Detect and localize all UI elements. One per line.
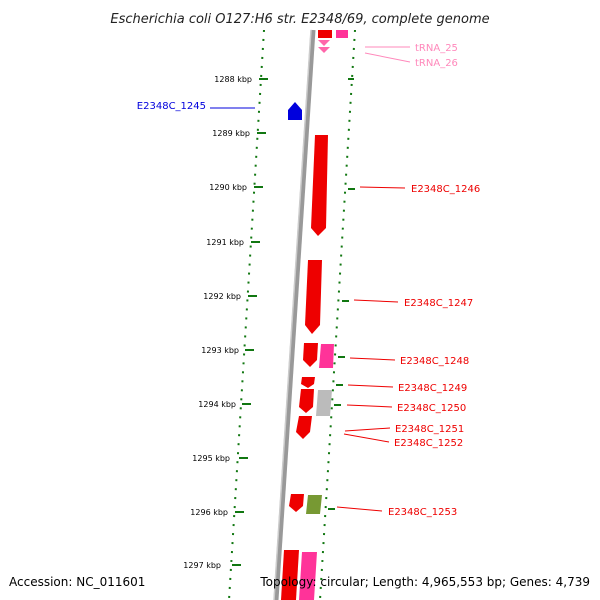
gene-e2348c-1248-trna[interactable] xyxy=(319,344,334,368)
ruler-ticks xyxy=(232,78,355,566)
tick-label-1296: 1296 kbp xyxy=(190,508,228,517)
tick-label-1297: 1297 kbp xyxy=(183,561,221,570)
tick-label-1295: 1295 kbp xyxy=(192,454,230,463)
gene-bottom-red[interactable] xyxy=(281,550,299,600)
label-e2348c-1248[interactable]: E2348C_1248 xyxy=(400,356,469,367)
label-leaders xyxy=(210,46,411,512)
gene-e2348c-1253[interactable] xyxy=(289,494,304,512)
label-e2348c-1249[interactable]: E2348C_1249 xyxy=(398,383,467,394)
feature-top-red xyxy=(318,30,332,38)
label-e2348c-1246[interactable]: E2348C_1246 xyxy=(411,184,480,195)
tick-label-1291: 1291 kbp xyxy=(206,238,244,247)
feature-top-pink xyxy=(336,30,348,38)
label-e2348c-1247[interactable]: E2348C_1247 xyxy=(404,298,473,309)
gene-e2348c-1249[interactable] xyxy=(301,377,315,388)
outer-ruler-arc xyxy=(228,29,265,600)
gene-e2348c-1245[interactable] xyxy=(288,102,302,120)
gene-e2348c-1250-other[interactable] xyxy=(316,390,332,416)
gene-e2348c-1247[interactable] xyxy=(305,260,322,334)
genome-backbone-highlight xyxy=(273,29,312,600)
tick-label-1292: 1292 kbp xyxy=(203,292,241,301)
inner-ruler-arc xyxy=(319,29,356,600)
label-e2348c-1250[interactable]: E2348C_1250 xyxy=(397,403,466,414)
tick-label-1288: 1288 kbp xyxy=(214,75,252,84)
gene-bottom-pink[interactable] xyxy=(299,552,317,600)
gene-e2348c-1248[interactable] xyxy=(303,343,318,367)
tick-label-1290: 1290 kbp xyxy=(209,183,247,192)
trna-25-arrow xyxy=(318,40,330,46)
tick-label-1294: 1294 kbp xyxy=(198,400,236,409)
label-e2348c-1245[interactable]: E2348C_1245 xyxy=(137,101,206,112)
trna-26-arrow xyxy=(318,47,330,53)
label-e2348c-1252[interactable]: E2348C_1252 xyxy=(394,438,463,449)
tick-label-1293: 1293 kbp xyxy=(201,346,239,355)
topology-text: Topology: circular; Length: 4,965,553 bp… xyxy=(259,575,590,589)
gene-e2348c-1251-1252[interactable] xyxy=(296,416,312,439)
tick-label-1289: 1289 kbp xyxy=(212,129,250,138)
label-e2348c-1251[interactable]: E2348C_1251 xyxy=(395,424,464,435)
genome-backbone xyxy=(273,29,316,600)
label-e2348c-1253[interactable]: E2348C_1253 xyxy=(388,507,457,518)
page-title: Escherichia coli O127:H6 str. E2348/69, … xyxy=(110,12,489,27)
label-trna-26[interactable]: tRNA_26 xyxy=(415,58,458,69)
gene-e2348c-1246[interactable] xyxy=(311,135,328,236)
gene-e2348c-1250[interactable] xyxy=(299,389,314,413)
accession-text: Accession: NC_011601 xyxy=(9,575,145,589)
label-trna-25[interactable]: tRNA_25 xyxy=(415,43,458,54)
gene-e2348c-1253-green[interactable] xyxy=(306,495,322,514)
